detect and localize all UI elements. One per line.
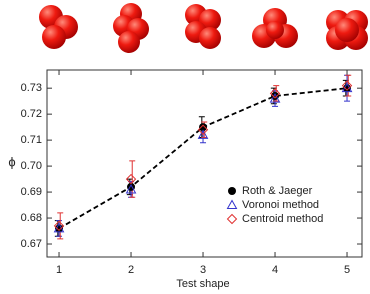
y-tick-label: 0.68 bbox=[21, 212, 42, 224]
marker bbox=[55, 224, 64, 233]
y-tick-label: 0.69 bbox=[21, 186, 42, 198]
error-bar bbox=[129, 160, 136, 198]
plot-frame bbox=[46, 69, 363, 258]
x-tick-label: 4 bbox=[272, 264, 278, 276]
y-tick-label: 0.70 bbox=[21, 160, 42, 172]
marker bbox=[197, 124, 209, 135]
marker bbox=[125, 173, 137, 185]
legend-marker bbox=[226, 199, 238, 209]
y-tick-label: 0.73 bbox=[21, 82, 42, 94]
x-axis-label: Test shape bbox=[176, 278, 229, 290]
marker bbox=[269, 93, 281, 103]
y-tick-label: 0.67 bbox=[21, 238, 42, 250]
marker bbox=[197, 129, 209, 139]
x-tick-label: 1 bbox=[56, 264, 62, 276]
marker bbox=[341, 80, 353, 91]
y-tick-label: 0.71 bbox=[21, 134, 42, 146]
legend-label: Roth & Jaeger bbox=[242, 185, 313, 197]
marker bbox=[269, 88, 281, 99]
legend-label: Voronoi method bbox=[242, 199, 319, 211]
marker bbox=[343, 84, 352, 93]
marker bbox=[53, 220, 65, 232]
legend-label: Centroid method bbox=[242, 213, 323, 225]
legend-marker bbox=[226, 213, 238, 225]
y-axis-label: ϕ bbox=[8, 154, 15, 169]
x-tick-label: 3 bbox=[200, 264, 206, 276]
x-tick-label: 5 bbox=[344, 264, 350, 276]
shape-icons bbox=[39, 3, 368, 53]
x-tick-label: 2 bbox=[128, 264, 134, 276]
y-tick-label: 0.72 bbox=[21, 108, 42, 120]
marker bbox=[199, 123, 208, 132]
marker bbox=[125, 183, 137, 194]
legend-marker bbox=[228, 187, 236, 195]
